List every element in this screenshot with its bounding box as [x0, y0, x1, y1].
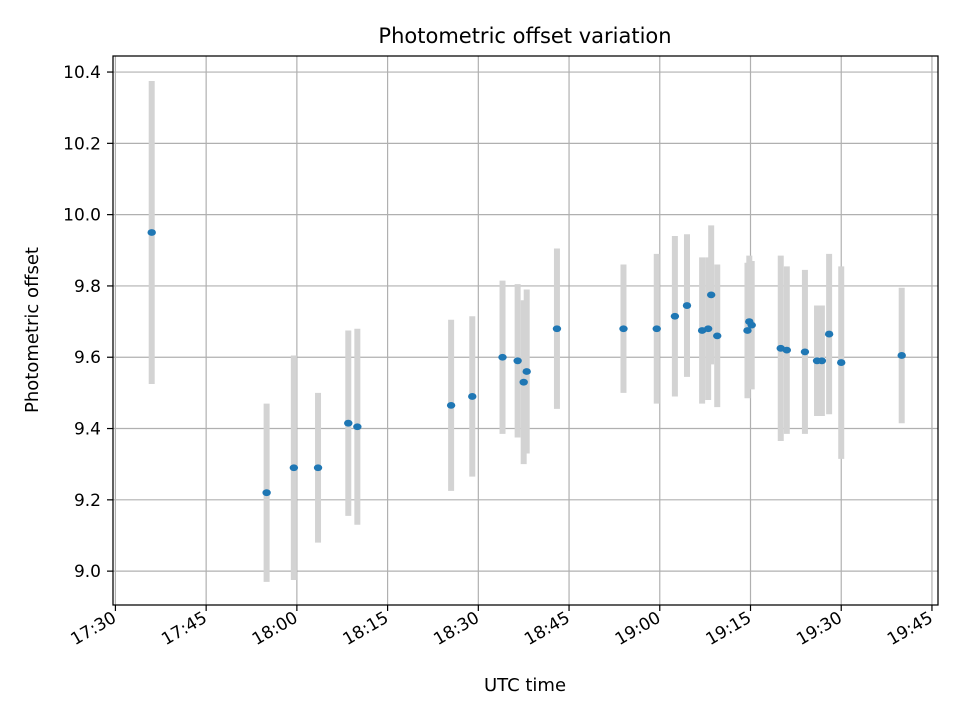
data-point: [800, 348, 810, 356]
chart-title: Photometric offset variation: [378, 24, 671, 48]
x-tick-label: 19:00: [612, 608, 664, 650]
data-points: [147, 229, 906, 497]
x-tick-label: 19:45: [884, 608, 936, 650]
data-point: [313, 464, 323, 472]
y-tick-label: 9.6: [74, 348, 101, 368]
y-tick-label: 9.2: [74, 491, 101, 511]
data-point: [817, 357, 827, 365]
x-tick-label: 19:30: [793, 608, 845, 650]
data-point: [344, 419, 353, 427]
data-point: [824, 330, 834, 338]
data-point: [552, 325, 562, 333]
data-point: [670, 312, 680, 320]
x-tick-label: 18:15: [340, 608, 392, 650]
data-point: [619, 325, 628, 333]
x-axis: 17:30 17:45 18:00 18:15 18:30 18:45 19:00 19:15…: [67, 605, 936, 650]
y-axis-title: Photometric offset: [22, 247, 43, 413]
x-tick-label: 17:45: [158, 608, 210, 650]
error-bars: [148, 80, 905, 582]
plot-frame: [112, 55, 939, 606]
x-axis-title: UTC time: [484, 675, 566, 696]
data-point: [743, 327, 752, 334]
x-tick-label: 17:30: [67, 608, 119, 650]
data-point: [682, 302, 692, 309]
x-tick-label: 18:30: [430, 608, 482, 650]
data-point: [147, 229, 156, 236]
x-tick-label: 18:00: [249, 608, 301, 650]
y-tick-label: 9.0: [74, 562, 101, 582]
x-tick-label: 19:15: [703, 608, 755, 650]
data-point: [353, 423, 362, 431]
data-point: [498, 353, 507, 361]
x-tick-label: 18:45: [521, 608, 573, 650]
data-point: [652, 325, 661, 333]
y-axis: 9.0 9.2 9.4 9.6 9.8 10.0 10.2 10.4: [63, 63, 113, 582]
data-point: [897, 352, 906, 359]
data-point: [513, 357, 522, 365]
data-point: [703, 325, 713, 333]
data-point: [522, 368, 531, 375]
data-point: [262, 489, 271, 497]
data-point: [706, 291, 716, 299]
data-point: [837, 359, 846, 366]
data-point: [468, 393, 477, 400]
y-tick-label: 10.0: [63, 206, 101, 226]
data-point: [289, 464, 299, 472]
data-point: [519, 378, 528, 386]
data-point: [713, 332, 722, 340]
data-point: [446, 401, 456, 409]
y-tick-label: 9.4: [74, 420, 101, 440]
y-tick-label: 9.8: [74, 277, 101, 297]
y-tick-label: 10.4: [63, 63, 101, 83]
data-point: [782, 346, 791, 354]
y-tick-label: 10.2: [63, 134, 101, 154]
data-point: [747, 321, 756, 329]
